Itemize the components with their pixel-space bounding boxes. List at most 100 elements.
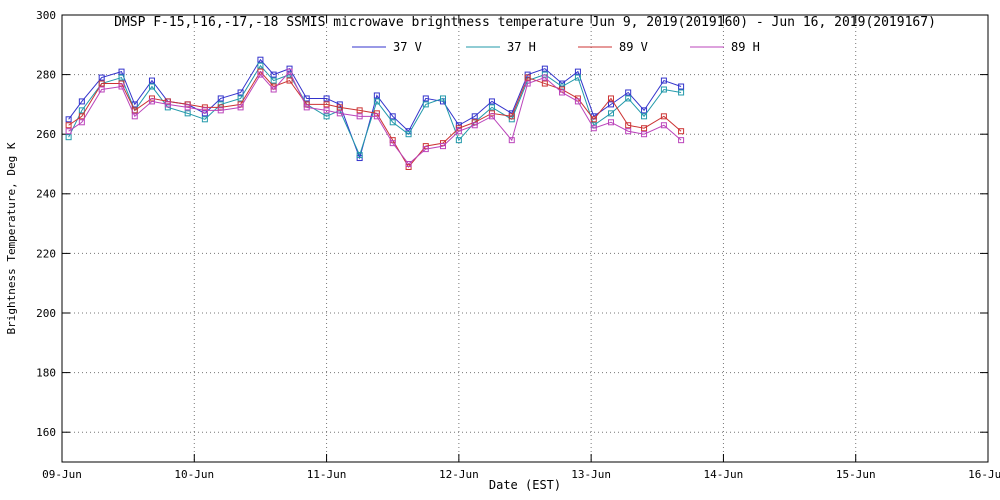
data-marker-37v [237, 89, 244, 96]
data-marker-89h [574, 98, 581, 105]
x-tick-label: 12-Jun [439, 468, 479, 481]
data-marker-37h [439, 95, 446, 102]
data-marker-37v [98, 74, 105, 81]
x-tick-label: 13-Jun [571, 468, 611, 481]
data-marker-89h [237, 104, 244, 111]
data-marker-89v [660, 113, 667, 120]
data-marker-89h [508, 137, 515, 144]
data-marker-37h [184, 110, 191, 117]
data-marker-89v [98, 80, 105, 87]
data-marker-89v [607, 95, 614, 102]
data-marker-37h [201, 116, 208, 123]
legend-item-37h: 37 H [466, 40, 536, 54]
data-marker-37v [323, 95, 330, 102]
data-marker-37h [323, 113, 330, 120]
data-marker-89h [541, 74, 548, 81]
data-marker-89h [323, 107, 330, 114]
data-marker-37v [303, 95, 310, 102]
x-tick-label: 15-Jun [836, 468, 876, 481]
data-marker-37v [373, 92, 380, 99]
data-marker-89v [65, 122, 72, 129]
data-marker-89h [98, 86, 105, 93]
data-marker-37h [488, 104, 495, 111]
legend-item-89h: 89 H [690, 40, 760, 54]
data-marker-37h [356, 152, 363, 159]
data-marker-89h [217, 107, 224, 114]
data-marker-89v [286, 77, 293, 84]
data-marker-89v [590, 116, 597, 123]
data-marker-37h [118, 74, 125, 81]
data-marker-37v [217, 95, 224, 102]
data-marker-89h [131, 113, 138, 120]
data-marker-89h [336, 110, 343, 117]
y-tick-label: 260 [36, 128, 56, 141]
data-marker-37v [488, 98, 495, 105]
data-marker-89v [78, 113, 85, 120]
data-marker-37v [625, 89, 632, 96]
data-marker-37h [625, 95, 632, 102]
x-axis-label: Date (EST) [489, 478, 561, 492]
data-marker-37v [78, 98, 85, 105]
data-marker-37v [65, 116, 72, 123]
data-marker-89h [201, 107, 208, 114]
data-marker-37v [660, 77, 667, 84]
data-marker-37h [389, 119, 396, 126]
data-marker-37v [389, 113, 396, 120]
data-marker-89h [356, 113, 363, 120]
data-marker-89v [356, 107, 363, 114]
data-marker-37h [641, 113, 648, 120]
data-marker-89h [270, 86, 277, 93]
data-marker-89h [389, 140, 396, 147]
data-marker-37v [270, 71, 277, 78]
y-tick-label: 200 [36, 307, 56, 320]
data-marker-37h [422, 101, 429, 108]
data-marker-89h [455, 128, 462, 135]
grid [62, 15, 988, 462]
data-marker-89v [625, 122, 632, 129]
data-marker-37v [541, 65, 548, 72]
data-marker-89v [524, 74, 531, 81]
y-tick-label: 180 [36, 366, 56, 379]
data-marker-89h [422, 146, 429, 153]
x-tick-label: 16-Jun [968, 468, 1000, 481]
legend-label-37v: 37 V [393, 40, 422, 54]
data-marker-37h [373, 98, 380, 105]
data-marker-89h [65, 128, 72, 135]
data-marker-89h [164, 101, 171, 108]
y-axis-label: Brightness Temperature, Deg K [5, 142, 18, 334]
data-marker-89h [590, 125, 597, 132]
data-marker-89h [286, 68, 293, 75]
data-marker-89h [488, 113, 495, 120]
series-line-89h [68, 70, 682, 165]
data-marker-37v [641, 107, 648, 114]
data-marker-37v [678, 83, 685, 90]
data-marker-89v [336, 104, 343, 111]
data-marker-37v [574, 68, 581, 75]
data-marker-89h [373, 113, 380, 120]
legend-item-37v: 37 V [352, 40, 422, 54]
data-marker-89h [678, 137, 685, 144]
data-marker-37h [270, 77, 277, 84]
data-marker-89h [118, 83, 125, 90]
data-marker-89h [641, 131, 648, 138]
data-marker-89v [541, 80, 548, 87]
data-marker-89v [641, 125, 648, 132]
y-tick-label: 160 [36, 426, 56, 439]
series-89h [65, 68, 685, 167]
data-marker-89h [559, 89, 566, 96]
data-marker-37v [148, 77, 155, 84]
data-marker-89h [625, 128, 632, 135]
data-marker-89h [303, 104, 310, 111]
data-marker-89h [257, 71, 264, 78]
data-marker-37h [405, 131, 412, 138]
data-marker-37h [574, 74, 581, 81]
data-marker-89h [660, 122, 667, 129]
data-marker-37h [607, 110, 614, 117]
data-marker-37v [422, 95, 429, 102]
data-marker-37h [257, 62, 264, 69]
y-tick-label: 300 [36, 9, 56, 22]
data-marker-37h [678, 89, 685, 96]
x-tick-label: 11-Jun [307, 468, 347, 481]
y-tick-label: 280 [36, 68, 56, 81]
